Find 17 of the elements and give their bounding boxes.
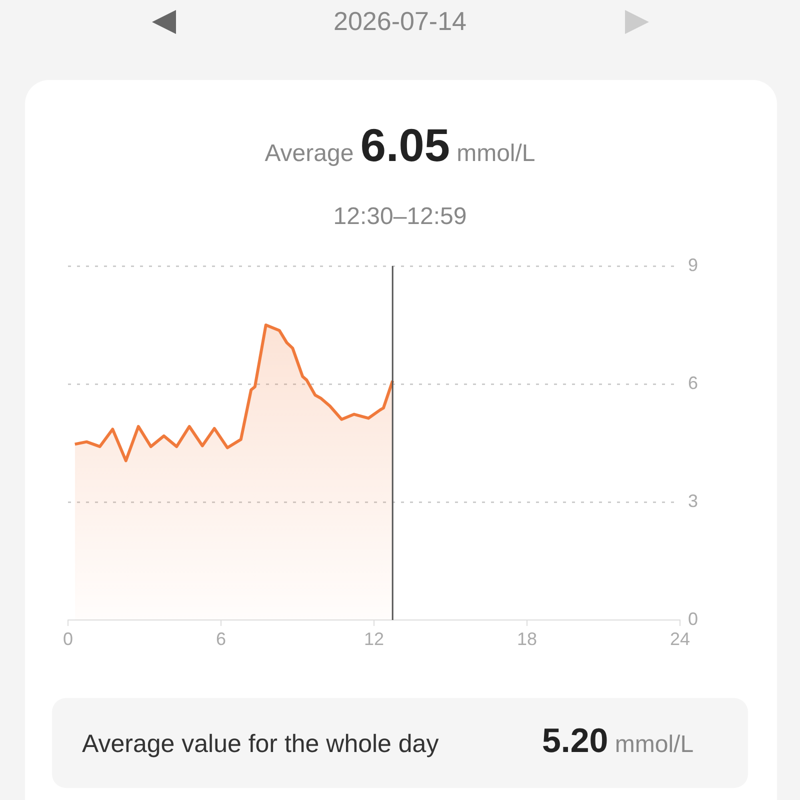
x-tick-label: 18 — [516, 628, 538, 649]
text: 5.20 — [542, 722, 608, 760]
y-tick-label: 6 — [688, 372, 698, 393]
y-tick-label: 9 — [688, 254, 698, 275]
y-tick-label: 0 — [688, 608, 698, 629]
text: 2026-07-14 — [332, 6, 468, 37]
x-tick-label: 0 — [62, 628, 74, 649]
x-tick-label: 12 — [364, 628, 384, 649]
x-tick-label: 6 — [216, 628, 226, 649]
y-tick-label: 3 — [688, 490, 698, 511]
text: 12:30–12:59 — [332, 203, 468, 231]
text: mmol/L — [614, 731, 694, 758]
text: mmol/L — [456, 140, 536, 167]
text: Average — [264, 140, 354, 167]
x-tick-label: 24 — [670, 628, 690, 649]
text: Average value for the whole day — [82, 730, 439, 759]
text: 6.05 — [360, 119, 450, 171]
